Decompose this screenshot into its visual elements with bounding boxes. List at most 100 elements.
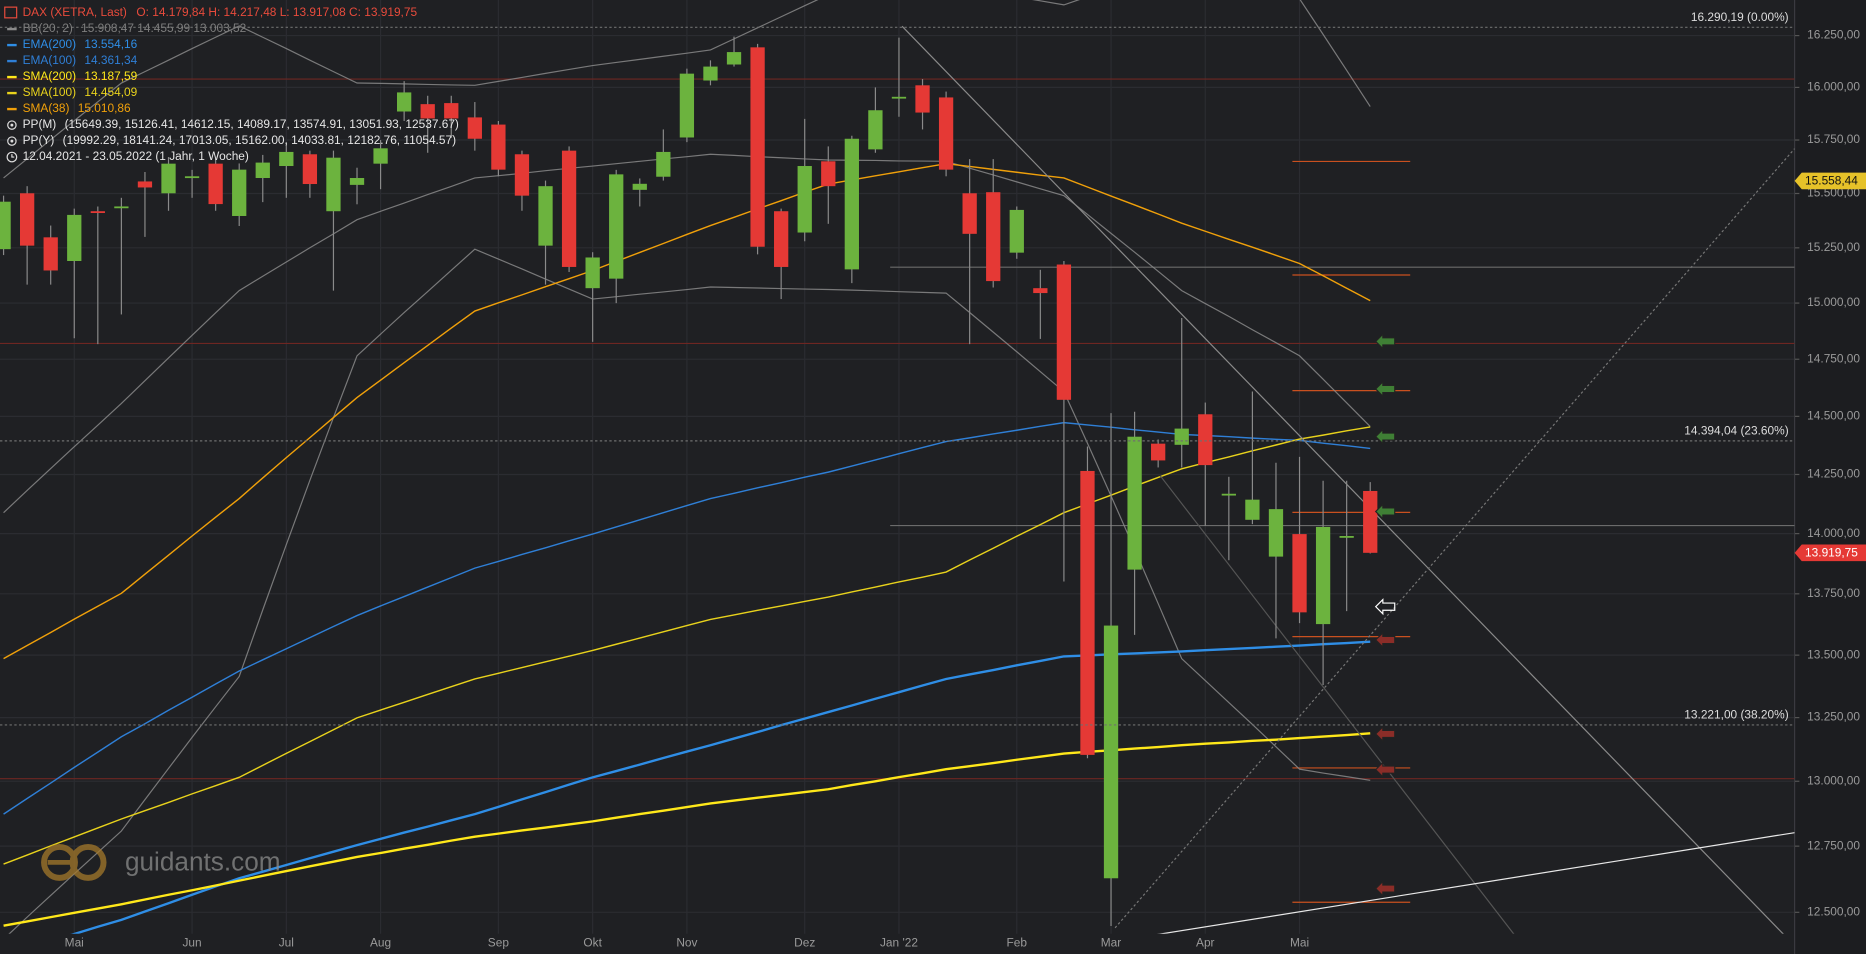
x-tick-label: Feb	[1007, 935, 1028, 949]
candle-body	[302, 154, 318, 185]
candle-body	[585, 257, 600, 289]
candle	[420, 95, 435, 153]
legend-ohlc: O: 14.179,84 H: 14.217,48 L: 13.917,08 C…	[136, 5, 417, 19]
y-tick-label: 15.000,00	[1807, 295, 1860, 309]
candle-body	[255, 162, 270, 179]
y-tick-label: 14.750,00	[1807, 351, 1860, 365]
legend-value: 14.454,09	[84, 85, 137, 99]
candle	[538, 180, 553, 285]
y-tick-label: 12.500,00	[1807, 904, 1860, 918]
candle	[750, 43, 765, 255]
legend-value: 14.361,34	[84, 53, 137, 67]
candle	[1292, 456, 1307, 624]
candle-body	[561, 150, 577, 267]
candle-body	[609, 174, 624, 279]
candle-body	[349, 178, 365, 185]
logo-ring	[69, 843, 107, 881]
arrow-marker	[1374, 880, 1396, 898]
legend-name: SMA(200)	[23, 69, 77, 83]
y-tick-label: 13.750,00	[1807, 586, 1860, 600]
grid	[0, 0, 1795, 934]
candle	[114, 197, 129, 315]
candle-body	[514, 154, 530, 196]
candle-body	[1151, 443, 1166, 461]
legend-title: DAX (XETRA, Last)	[23, 5, 127, 19]
candle	[938, 91, 954, 177]
watermark: guidants.com	[41, 843, 281, 881]
y-tick-label: 15.250,00	[1807, 240, 1860, 254]
candle	[703, 60, 718, 86]
y-tick-label: 13.500,00	[1807, 647, 1860, 661]
candle	[467, 102, 482, 151]
candle-body	[1268, 509, 1284, 557]
candle-body	[184, 176, 200, 179]
arrow-marker	[1374, 332, 1396, 350]
candle	[1009, 206, 1024, 259]
candle-body	[750, 47, 765, 247]
candle-body	[821, 161, 836, 187]
candle	[444, 95, 459, 138]
candle	[1315, 480, 1331, 685]
trend-line	[901, 25, 1784, 934]
indicator-line	[3, 426, 1371, 865]
candle-body	[915, 85, 930, 113]
candle	[609, 169, 624, 304]
x-tick-label: Jun	[182, 935, 201, 949]
watermark-text: guidants.com	[125, 847, 281, 877]
indicator-line	[3, 732, 1371, 927]
candle	[962, 159, 977, 345]
legend-name: SMA(38)	[23, 101, 70, 115]
candle	[585, 252, 600, 342]
candle-body	[279, 151, 294, 167]
x-tick-label: Okt	[583, 935, 602, 949]
candle-body	[1174, 428, 1189, 445]
candle-body	[632, 183, 647, 190]
candle-body	[891, 96, 907, 99]
y-tick-label: 14.250,00	[1807, 467, 1860, 481]
candle	[726, 36, 742, 67]
candle	[774, 208, 789, 300]
candle	[137, 172, 153, 237]
candle-body	[19, 193, 35, 246]
candle	[1268, 462, 1284, 639]
x-tick-label: Mai	[1290, 935, 1309, 949]
candle-body	[774, 211, 789, 267]
candle-body	[1103, 625, 1119, 879]
candle	[915, 79, 930, 130]
arrow-marker	[1374, 502, 1396, 521]
legend-value: (15649.39, 15126.41, 14612.15, 14089.17,…	[65, 117, 459, 131]
candle	[632, 178, 647, 207]
candle-body	[726, 52, 742, 65]
clock-hands	[11, 154, 15, 158]
legend-value: 15.908,47 14.455,99 13.003,52	[81, 21, 246, 35]
candle-body	[1221, 493, 1236, 496]
candle-body	[868, 110, 883, 150]
candle	[373, 140, 388, 190]
candle-body	[679, 73, 695, 138]
candle-body	[844, 138, 859, 270]
candle	[232, 163, 247, 226]
x-tick-label: Jul	[279, 935, 294, 949]
legend-icon	[7, 120, 17, 130]
legend-value: 13.187,59	[84, 69, 137, 83]
trend-line	[1159, 475, 1515, 934]
candle-body	[986, 192, 1001, 282]
candle	[891, 37, 907, 117]
candle	[561, 146, 577, 273]
title-icon	[4, 6, 18, 19]
indicator-line	[3, 421, 1371, 815]
candle-body	[232, 169, 247, 216]
bollinger-upper	[3, 0, 1371, 179]
y-tick-label: 13.000,00	[1807, 773, 1860, 787]
legend-name: EMA(100)	[23, 53, 77, 67]
arrow-marker	[1374, 631, 1396, 649]
candle	[1151, 439, 1166, 468]
bollinger-lower	[8, 248, 1371, 934]
legend-icon-dot	[10, 123, 14, 127]
candle	[1080, 446, 1095, 759]
candle-body	[467, 117, 482, 139]
candle	[302, 150, 318, 198]
candle	[821, 146, 836, 224]
candle-body	[1363, 490, 1378, 553]
candle	[19, 186, 35, 285]
